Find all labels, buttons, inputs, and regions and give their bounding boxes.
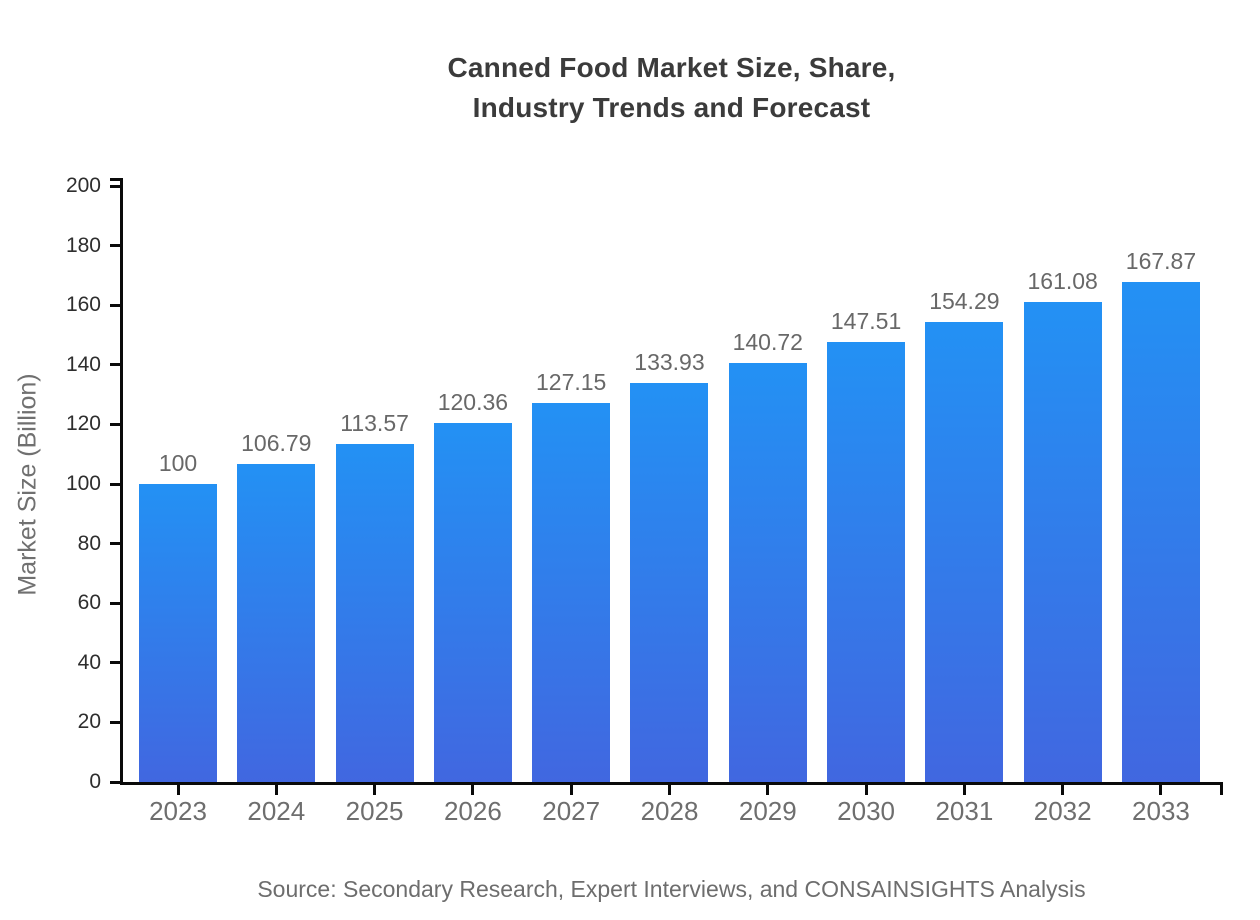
y-tick-mark [110,720,121,724]
x-tick-mark [1061,785,1065,795]
bar-value-label: 100 [158,450,198,476]
y-axis-spine [120,178,123,785]
x-tick-mark [766,785,770,795]
y-tick-label: 60 [77,591,101,615]
x-axis-label: 2025 [345,796,404,826]
x-tick-mark [1159,785,1163,795]
y-axis-end-cap [110,178,123,181]
y-tick-mark [110,303,121,307]
bar-value-label: 140.72 [732,328,803,355]
x-tick-mark [373,785,377,795]
bar-value-label: 161.08 [1027,267,1098,294]
bar-slot: 154.29 2031 [925,186,1004,826]
x-axis-label: 2024 [247,796,306,826]
bars-row: 100 2023 106.79 2024 113.57 2025 120.36 2026 127… [123,186,1220,826]
bar-value-label: 147.51 [830,308,902,335]
y-tick-label: 120 [65,412,101,436]
bar-value-label: 167.87 [1125,247,1197,274]
chart-title: Canned Food Market Size, Share, Industry… [123,48,1220,128]
bar-slot: 120.36 2026 [433,186,512,826]
x-tick-mark [962,785,966,795]
x-axis-end-cap [1220,782,1223,795]
bar [237,463,316,782]
x-axis-label: 2031 [935,796,994,826]
y-tick-label: 180 [65,233,101,257]
x-tick-mark [176,785,180,795]
plot-area: 0 20 40 60 80 100 120 140 160 180 200 100 2023 106.7… [66,174,1223,826]
bar-value-label: 154.29 [929,288,1000,315]
chart-title-line-1: Canned Food Market Size, Share, [447,52,896,83]
bar-slot: 133.93 2028 [630,186,709,826]
y-tick-mark [110,780,121,784]
x-axis-label: 2028 [640,796,699,826]
bar [139,484,217,782]
x-axis-spine [120,782,1220,785]
y-tick-label: 100 [65,472,101,495]
y-tick-label: 80 [77,531,101,555]
bar [1121,281,1200,782]
x-tick-mark [471,785,475,795]
y-tick-mark [110,542,121,546]
x-axis-label: 2026 [443,796,502,826]
bar [532,403,611,782]
y-tick-label: 0 [89,770,101,793]
x-tick-mark [864,785,868,795]
bar-slot: 140.72 2029 [728,186,807,826]
bar-slot: 113.57 2025 [335,186,414,826]
y-tick-mark [110,661,121,665]
bar [1023,301,1102,782]
y-tick-mark [110,482,121,486]
bar-slot: 167.87 2033 [1121,186,1200,826]
bar-slot: 161.08 2032 [1023,186,1102,826]
y-tick-mark [110,601,121,605]
y-tick-mark [110,363,121,367]
y-tick-label: 20 [77,710,101,734]
y-tick-mark [110,184,121,188]
bar [728,362,807,782]
x-axis-label: 2029 [738,796,797,826]
source-note: Source: Secondary Research, Expert Inter… [257,876,1086,902]
bar [925,322,1004,782]
x-axis-label: 2030 [837,796,895,826]
y-tick-label: 200 [65,174,101,197]
bar [827,342,906,782]
x-tick-mark [667,785,671,795]
bar-slot: 147.51 2030 [827,186,906,826]
y-tick-mark [110,422,121,426]
y-tick-label: 160 [65,293,101,317]
bar [630,382,709,782]
x-tick-mark [569,785,573,795]
bar-slot: 127.15 2027 [532,186,611,826]
bar [433,423,512,782]
x-axis-label: 2023 [149,796,207,826]
y-tick-label: 40 [77,650,101,674]
bar-slot: 100 2023 [139,186,217,826]
bar-value-label: 113.57 [340,409,409,436]
x-axis-label: 2027 [542,796,601,826]
bar-slot: 106.79 2024 [237,186,316,826]
bar-value-label: 127.15 [536,369,607,396]
y-tick-label: 140 [65,352,101,376]
bar-value-label: 106.79 [241,429,312,456]
bar [335,443,414,782]
bar-value-label: 133.93 [634,348,705,375]
bar-value-label: 120.36 [437,389,509,416]
y-tick-mark [110,244,121,248]
x-axis-label: 2033 [1132,796,1190,826]
chart-title-line-2: Industry Trends and Forecast [472,92,871,123]
x-tick-mark [274,785,278,795]
x-axis-label: 2032 [1033,796,1092,826]
